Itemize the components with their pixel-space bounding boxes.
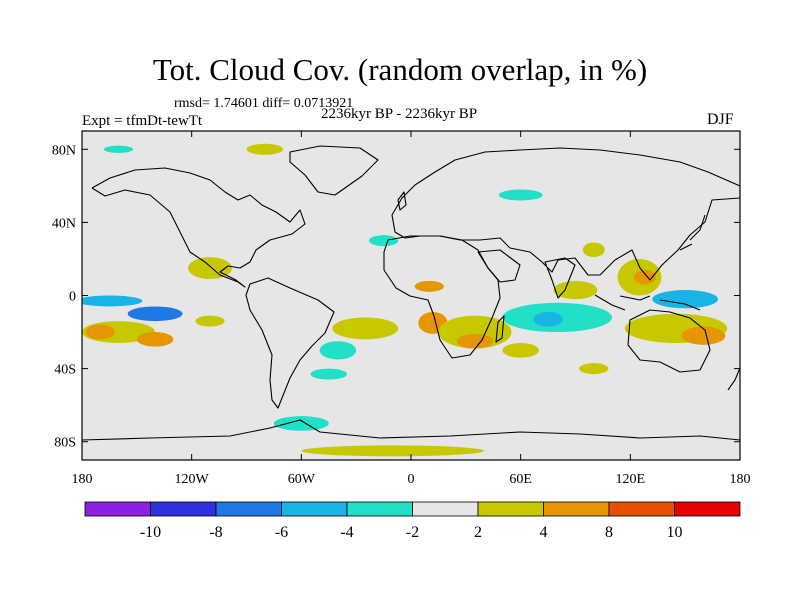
anomaly-region: [582, 242, 605, 258]
coastline-africa: [383, 235, 501, 359]
latitude-axis: 80N 40N 0 40S 80S: [52, 143, 740, 451]
map-background: [82, 131, 740, 460]
colorbar-swatch: [674, 501, 741, 517]
coastline-india: [544, 257, 576, 299]
anomaly-region: [414, 280, 444, 292]
colorbar-label: 2: [474, 524, 482, 541]
anomaly-region: [332, 317, 399, 340]
coastline-north-america: [91, 167, 306, 288]
anomaly-region: [188, 257, 232, 280]
lon-tick-label: 60W: [288, 472, 316, 487]
lat-tick-label: 40N: [52, 216, 76, 231]
coastline-antarctica: [82, 419, 740, 441]
colorbar-swatch: [412, 501, 479, 517]
anomaly-region: [681, 326, 726, 345]
lon-tick-label: 180: [730, 472, 751, 487]
colorbar-label: 10: [667, 524, 683, 541]
anomaly-region: [136, 332, 174, 347]
lon-tick-label: 180: [72, 472, 93, 487]
colorbar-swatch: [346, 501, 413, 517]
lon-tick-label: 120W: [175, 472, 210, 487]
lon-tick-label: 120E: [616, 472, 646, 487]
coastline-eurasia: [391, 147, 740, 281]
anomaly-region: [502, 343, 539, 358]
experiment-label: Expt = tfmDt-tewTt: [82, 113, 203, 129]
anomaly-region: [579, 363, 609, 375]
anomaly-region: [195, 315, 225, 327]
colorbar-swatch: [215, 501, 282, 517]
anomaly-regions: [82, 143, 728, 457]
lon-tick-label: 0: [408, 472, 415, 487]
lat-tick-label: 80S: [54, 436, 76, 451]
colorbar-label: -4: [340, 524, 353, 541]
coastline-madagascar: [495, 315, 505, 343]
coastline-south-america: [245, 277, 335, 409]
colorbar: -10 -8 -6 -4 -2 2 4 8 10: [84, 501, 741, 541]
colorbar-swatch: [543, 501, 610, 517]
coastlines: [82, 145, 740, 441]
longitude-axis: 180 120W 60W 0 60E 120E 180: [72, 131, 751, 487]
anomaly-region: [310, 368, 348, 380]
colorbar-swatch: [150, 501, 217, 517]
colorbar-label: -10: [140, 524, 161, 541]
colorbar-swatch: [281, 501, 348, 517]
coastline-australia: [627, 309, 711, 373]
colorbar-label: 4: [540, 524, 548, 541]
anomaly-region: [498, 189, 543, 201]
anomaly-region: [368, 235, 399, 247]
lat-tick-label: 0: [69, 290, 76, 305]
lat-tick-label: 80N: [52, 143, 76, 158]
coastline-arabia: [477, 249, 521, 283]
coastline-new-zealand: [727, 367, 740, 391]
colorbar-label: -2: [406, 524, 419, 541]
time-period-label: 2236kyr BP - 2236kyr BP: [321, 106, 478, 122]
anomaly-region: [127, 306, 183, 322]
colorbar-swatch: [608, 501, 675, 517]
colorbar-label: -6: [275, 524, 288, 541]
coastline-greenland: [289, 145, 379, 196]
coastline-indonesia: [594, 294, 701, 311]
lon-tick-label: 60E: [509, 472, 532, 487]
anomaly-region: [82, 295, 143, 307]
anomaly-region: [652, 290, 719, 309]
anomaly-region: [85, 324, 115, 340]
coastline-japan: [679, 214, 706, 251]
lat-tick-label: 40S: [54, 363, 76, 378]
anomaly-region: [633, 269, 656, 285]
anomaly-region: [273, 416, 329, 431]
anomaly-region: [438, 315, 512, 349]
colorbar-swatch: [477, 501, 544, 517]
colorbar-label: -8: [209, 524, 222, 541]
colorbar-label: 8: [605, 524, 613, 541]
anomaly-region: [533, 311, 563, 327]
anomaly-region: [456, 333, 494, 349]
map-title: Tot. Cloud Cov. (random overlap, in %): [152, 52, 648, 87]
anomaly-region: [246, 143, 284, 155]
rmsd-diff-stats: rmsd= 1.74601 diff= 0.0713921: [174, 96, 354, 111]
anomaly-region: [301, 445, 485, 457]
season-label: DJF: [707, 111, 734, 128]
anomaly-region: [103, 145, 134, 153]
anomaly-region: [319, 341, 357, 360]
coastline-british-isles: [397, 191, 407, 211]
colorbar-swatch: [84, 501, 151, 517]
anomaly-region: [553, 280, 598, 300]
